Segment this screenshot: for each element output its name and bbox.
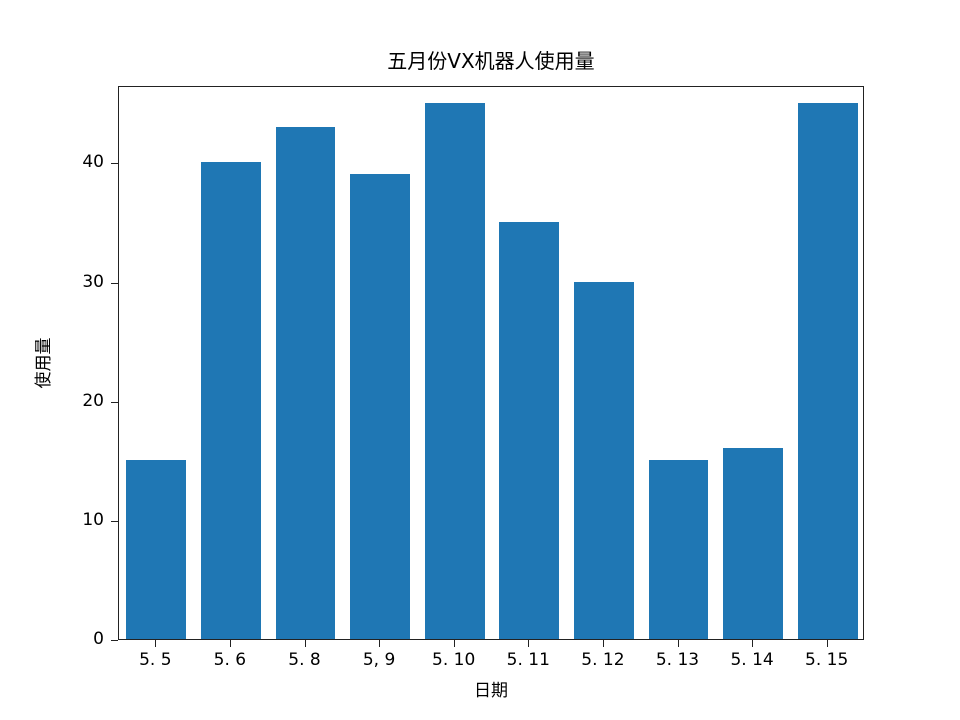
y-tick-mark — [111, 163, 118, 165]
x-tick-mark — [752, 640, 754, 647]
bar — [201, 162, 261, 639]
bar — [275, 126, 336, 639]
y-tick-label: 20 — [82, 390, 104, 411]
bar — [648, 460, 709, 639]
bar — [424, 102, 485, 639]
bar — [499, 222, 560, 639]
y-tick-mark — [111, 520, 118, 522]
y-tick-label: 0 — [93, 629, 104, 649]
x-tick-mark — [229, 640, 231, 647]
bar — [797, 102, 858, 639]
y-tick-label: 40 — [82, 152, 104, 173]
y-axis-tick-labels: 0 10 20 30 40 — [0, 0, 104, 720]
x-tick-label: 5. 14 — [730, 650, 774, 670]
x-tick-mark — [602, 640, 604, 647]
x-tick-label: 5. 13 — [655, 650, 700, 670]
x-tick-label: 5. 5 — [139, 650, 172, 670]
y-tick-mark — [111, 401, 118, 403]
x-tick-mark — [528, 640, 530, 647]
x-tick-mark — [379, 640, 381, 647]
y-tick-label: 30 — [82, 271, 104, 292]
x-tick-mark — [155, 640, 157, 647]
x-tick-mark — [453, 640, 455, 647]
y-tick-mark — [111, 282, 118, 284]
bar — [574, 281, 634, 639]
x-tick-mark — [677, 640, 679, 647]
x-tick-label: 5, 9 — [362, 650, 396, 670]
bar — [723, 448, 783, 639]
y-axis-label: 使用量 — [34, 337, 54, 389]
x-tick-label: 5. 12 — [581, 650, 625, 670]
x-tick-label: 5. 8 — [288, 650, 321, 670]
x-axis-label: 日期 — [474, 681, 508, 701]
x-tick-label: 5. 6 — [213, 650, 247, 670]
y-tick-mark — [111, 640, 118, 641]
x-tick-label: 5. 10 — [432, 650, 476, 670]
x-tick-mark — [826, 640, 828, 647]
bars-layer — [119, 87, 863, 639]
x-tick-label: 5. 11 — [506, 650, 550, 670]
x-tick-mark — [304, 640, 306, 647]
bar — [126, 460, 187, 639]
bar — [350, 174, 410, 639]
x-tick-label: 5. 15 — [805, 650, 849, 670]
y-tick-label: 10 — [82, 509, 104, 530]
chart-title: 五月份VX机器人使用量 — [387, 49, 595, 73]
plot-area — [118, 86, 864, 640]
